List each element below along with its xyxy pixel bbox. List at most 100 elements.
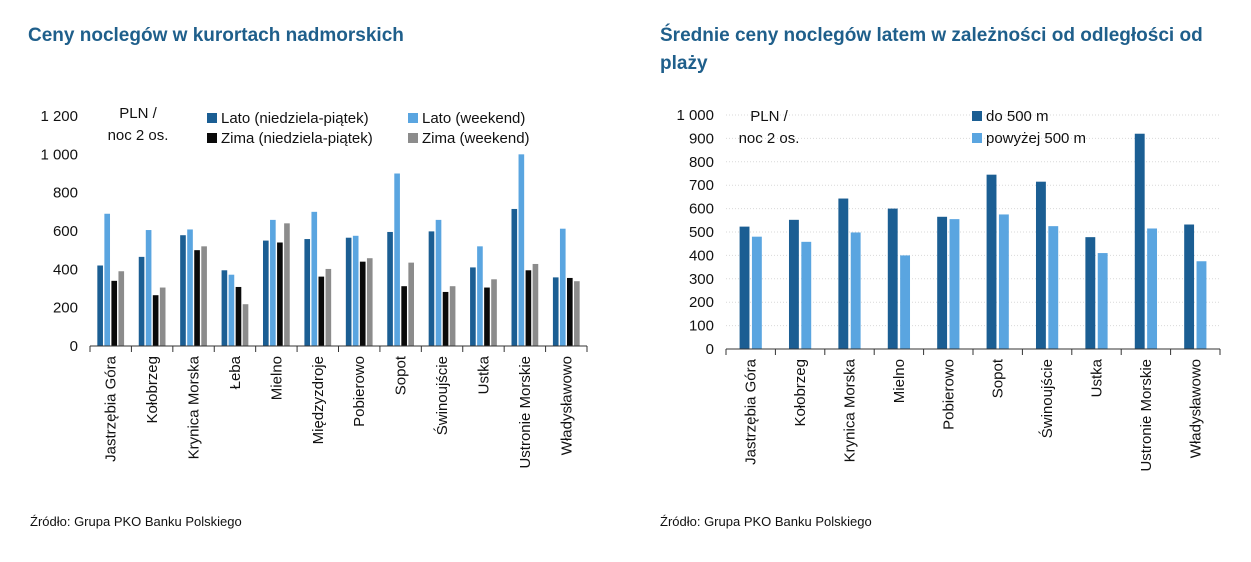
left-category-label: Jastrzębia Góra <box>103 355 120 462</box>
left-bar <box>449 286 456 346</box>
right-bar <box>1048 226 1059 349</box>
left-legend-swatch <box>207 133 217 143</box>
left-category-label: Pobierowo <box>351 356 368 427</box>
left-legend-label: Lato (niedziela-piątek) <box>221 110 369 127</box>
left-legend-swatch <box>408 133 418 143</box>
left-bar <box>566 277 573 346</box>
left-bar <box>408 262 415 346</box>
left-category-label: Mielno <box>268 356 285 400</box>
left-category-label: Międzyzdroje <box>310 356 327 444</box>
right-y-tick-label: 0 <box>706 341 714 358</box>
right-category-label: Mielno <box>891 359 908 403</box>
right-bar <box>949 219 960 349</box>
right-legend-label: do 500 m <box>986 108 1049 125</box>
left-y-tick-label: 800 <box>53 185 78 202</box>
right-legend-label: powyżej 500 m <box>986 130 1086 147</box>
right-category-label: Świnoujście <box>1038 359 1056 438</box>
left-bar <box>525 270 532 346</box>
right-legend-swatch <box>972 133 982 143</box>
right-bar <box>937 216 948 349</box>
left-legend-label: Zima (niedziela-piątek) <box>221 130 373 147</box>
left-legend-label: Zima (weekend) <box>422 130 530 147</box>
left-y-tick-label: 600 <box>53 223 78 240</box>
right-category-label: Pobierowo <box>940 359 957 430</box>
left-unit-label: PLN / <box>119 105 157 122</box>
left-bar <box>532 263 539 346</box>
right-chart-title: Średnie ceny noclegów latem w zależności… <box>660 25 1203 74</box>
left-bar <box>325 268 332 346</box>
right-bar <box>1097 253 1108 349</box>
left-bar <box>262 240 269 346</box>
left-y-tick-label: 1 000 <box>40 146 78 163</box>
left-y-tick-label: 200 <box>53 300 78 317</box>
left-category-label: Świnoujście <box>433 356 451 435</box>
left-category-label: Ustronie Morskie <box>517 356 534 469</box>
left-bar <box>518 154 525 346</box>
right-bar <box>751 236 762 349</box>
right-category-label: Jastrzębia Góra <box>743 358 760 465</box>
right-bar <box>1184 224 1195 349</box>
right-category-label: Sopot <box>990 358 1007 398</box>
left-bar <box>470 267 476 346</box>
left-category-label: Sopot <box>393 355 410 395</box>
left-bar <box>491 279 497 346</box>
left-unit-label: noc 2 os. <box>108 127 169 144</box>
right-y-tick-label: 600 <box>689 201 714 218</box>
right-bar <box>900 255 911 349</box>
left-bar <box>484 287 490 346</box>
right-y-tick-label: 100 <box>689 318 714 335</box>
left-legend-label: Lato (weekend) <box>422 110 525 127</box>
left-bar <box>180 235 186 346</box>
right-category-label: Kołobrzeg <box>792 359 809 427</box>
right-y-tick-label: 700 <box>689 177 714 194</box>
left-bar <box>187 229 193 346</box>
left-bar <box>228 274 235 346</box>
right-bar <box>1134 133 1145 349</box>
left-y-tick-label: 400 <box>53 261 78 278</box>
right-bar <box>998 214 1009 349</box>
right-unit-label: noc 2 os. <box>739 130 800 147</box>
right-source-note: Źródło: Grupa PKO Banku Polskiego <box>660 514 872 529</box>
left-bar <box>194 250 200 346</box>
right-bar <box>1035 181 1046 349</box>
left-bar <box>401 286 407 346</box>
left-bar <box>221 270 228 346</box>
right-category-label: Władysławowo <box>1187 359 1204 458</box>
left-category-label: Krynica Morska <box>186 355 203 459</box>
left-bar <box>477 246 483 346</box>
right-category-label: Ustka <box>1089 358 1106 397</box>
right-bar <box>850 232 861 349</box>
left-bar <box>111 280 118 346</box>
left-chart-title: Ceny noclegów w kurortach nadmorskich <box>28 25 404 46</box>
left-bar <box>394 173 400 346</box>
right-y-tick-label: 800 <box>689 154 714 171</box>
left-bar <box>442 291 449 346</box>
left-category-label: Władysławowo <box>558 356 575 455</box>
left-bar <box>235 286 242 346</box>
right-y-tick-label: 500 <box>689 224 714 241</box>
left-bar <box>145 230 152 346</box>
left-legend-swatch <box>408 113 418 123</box>
left-bar <box>387 231 393 346</box>
right-bar <box>1085 237 1096 349</box>
left-y-tick-label: 1 200 <box>40 108 78 125</box>
right-category-label: Ustronie Morskie <box>1138 359 1155 472</box>
left-y-tick-label: 0 <box>70 338 78 355</box>
right-unit-label: PLN / <box>750 108 788 125</box>
left-category-label: Ustka <box>475 355 492 394</box>
right-y-tick-label: 400 <box>689 247 714 264</box>
left-bar <box>201 246 207 346</box>
left-legend-swatch <box>207 113 217 123</box>
left-bar <box>574 281 580 346</box>
left-bar <box>552 277 559 346</box>
right-bar <box>1147 228 1158 349</box>
left-bar <box>435 219 442 346</box>
right-bar <box>788 219 799 349</box>
right-bar <box>838 198 849 349</box>
left-bar <box>559 228 566 346</box>
left-bar <box>277 242 283 346</box>
right-y-tick-label: 300 <box>689 271 714 288</box>
left-bar <box>318 276 325 346</box>
